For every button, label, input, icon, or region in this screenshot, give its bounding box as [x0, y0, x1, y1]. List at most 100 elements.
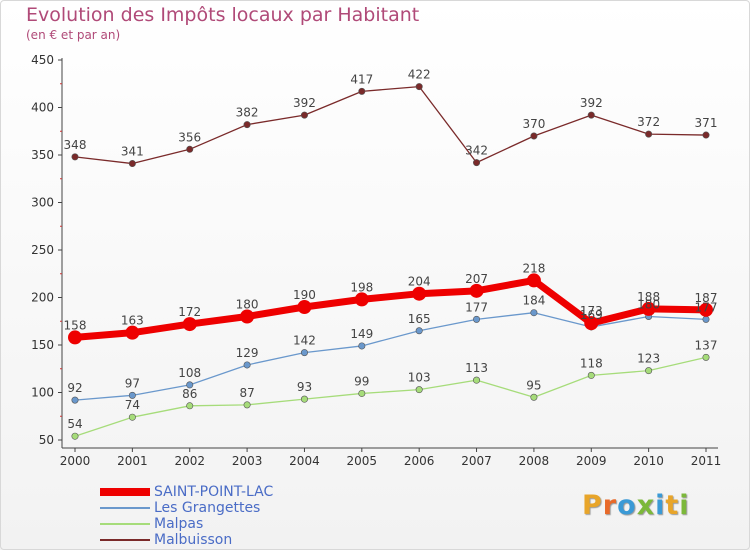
data-label-malpas: 86 — [182, 387, 197, 401]
data-label-malpas: 87 — [239, 386, 254, 400]
data-label-malpas: 123 — [637, 352, 660, 366]
data-point-malpas — [587, 371, 595, 379]
data-label-malbuisson: 392 — [580, 96, 603, 110]
data-label-les-grangettes: 184 — [522, 294, 545, 308]
data-label-saint-point-lac: 173 — [580, 304, 603, 318]
data-point-malbuisson — [415, 83, 423, 91]
legend-label: Les Grangettes — [154, 500, 261, 516]
data-point-malpas — [702, 353, 710, 361]
chart-title: Evolution des Impôts locaux par Habitant — [26, 4, 420, 26]
data-label-les-grangettes: 92 — [67, 381, 82, 395]
data-label-malbuisson: 341 — [121, 145, 144, 159]
x-tick-label: 2010 — [633, 454, 664, 468]
data-point-saint-point-lac — [641, 301, 656, 316]
y-tick-label: 400 — [31, 101, 54, 115]
data-point-malpas — [71, 432, 79, 440]
data-label-saint-point-lac: 188 — [637, 290, 660, 304]
series-line-malpas — [74, 356, 707, 437]
data-label-malbuisson: 370 — [522, 117, 545, 131]
data-point-saint-point-lac — [182, 317, 197, 332]
data-label-malbuisson: 356 — [178, 130, 201, 144]
legend-item-malbuisson: Malbuisson — [100, 532, 273, 548]
data-label-les-grangettes: 165 — [408, 312, 431, 326]
data-label-saint-point-lac: 187 — [695, 291, 718, 305]
data-point-les-grangettes — [300, 349, 308, 357]
data-label-saint-point-lac: 204 — [408, 275, 431, 289]
x-tick-label: 2000 — [60, 454, 91, 468]
data-point-malpas — [186, 402, 194, 410]
data-point-malbuisson — [358, 87, 366, 95]
data-point-les-grangettes — [530, 309, 538, 317]
legend-swatch — [100, 523, 150, 525]
data-label-les-grangettes: 129 — [236, 346, 259, 360]
series-line-les-grangettes — [74, 312, 707, 401]
data-point-saint-point-lac — [699, 302, 713, 317]
series-line-malbuisson — [74, 85, 707, 165]
legend-item-les-grangettes: Les Grangettes — [100, 500, 273, 516]
data-point-saint-point-lac — [526, 273, 541, 288]
legend-item-malpas: Malpas — [100, 516, 273, 532]
y-tick-label: 50 — [39, 433, 54, 447]
data-label-les-grangettes: 169 — [580, 308, 603, 322]
data-point-les-grangettes — [358, 342, 366, 350]
data-label-malbuisson: 417 — [350, 72, 373, 86]
data-label-saint-point-lac: 180 — [236, 298, 259, 312]
data-label-malpas: 54 — [67, 417, 82, 431]
data-point-malbuisson — [186, 145, 194, 153]
data-label-malbuisson: 348 — [64, 138, 87, 152]
legend-swatch — [100, 488, 150, 496]
data-point-malpas — [128, 413, 136, 421]
y-tick-label: 150 — [31, 338, 54, 352]
data-point-malbuisson — [587, 111, 595, 119]
data-label-malpas: 74 — [125, 398, 140, 412]
data-point-saint-point-lac — [68, 330, 82, 345]
data-point-saint-point-lac — [412, 286, 427, 301]
data-label-malpas: 99 — [354, 374, 369, 388]
data-label-malpas: 137 — [695, 338, 718, 352]
x-tick-label: 2006 — [404, 454, 435, 468]
data-point-malbuisson — [530, 132, 538, 140]
data-label-les-grangettes: 149 — [350, 327, 373, 341]
data-point-malbuisson — [645, 130, 653, 138]
data-label-saint-point-lac: 207 — [465, 272, 488, 286]
data-label-les-grangettes: 177 — [695, 300, 718, 314]
data-point-les-grangettes — [415, 327, 423, 335]
data-point-saint-point-lac — [125, 325, 140, 340]
x-tick-label: 2008 — [519, 454, 550, 468]
data-label-malpas: 93 — [297, 380, 312, 394]
data-label-les-grangettes: 142 — [293, 334, 316, 348]
y-tick-label: 350 — [31, 148, 54, 162]
proxiti-logo: Proxiti — [582, 490, 690, 521]
y-tick-label: 200 — [31, 291, 54, 305]
data-label-malbuisson: 371 — [695, 116, 718, 130]
data-label-les-grangettes: 108 — [178, 366, 201, 380]
data-point-les-grangettes — [702, 315, 710, 323]
x-tick-label: 2005 — [347, 454, 378, 468]
legend-swatch — [100, 507, 150, 509]
data-point-les-grangettes — [71, 396, 79, 404]
data-point-malpas — [300, 395, 308, 403]
data-label-saint-point-lac: 198 — [350, 280, 373, 294]
legend-swatch — [100, 539, 150, 541]
data-label-malbuisson: 342 — [465, 144, 488, 158]
data-point-malpas — [645, 367, 653, 375]
data-label-saint-point-lac: 163 — [121, 314, 144, 328]
data-point-saint-point-lac — [469, 283, 484, 298]
data-label-malbuisson: 372 — [637, 115, 660, 129]
data-point-saint-point-lac — [354, 292, 369, 307]
x-tick-label: 2001 — [117, 454, 148, 468]
y-tick-label: 450 — [31, 53, 54, 67]
data-point-malbuisson — [702, 131, 710, 139]
chart-subtitle: (en € et par an) — [26, 28, 121, 42]
data-point-malpas — [530, 393, 538, 401]
data-label-malbuisson: 382 — [236, 106, 259, 120]
data-point-malpas — [415, 386, 423, 394]
x-tick-label: 2009 — [576, 454, 607, 468]
data-point-saint-point-lac — [297, 300, 312, 314]
data-point-malbuisson — [300, 111, 308, 119]
data-point-malpas — [358, 389, 366, 397]
data-point-malbuisson — [128, 160, 136, 168]
data-point-les-grangettes — [186, 381, 194, 389]
data-label-saint-point-lac: 218 — [522, 261, 545, 275]
